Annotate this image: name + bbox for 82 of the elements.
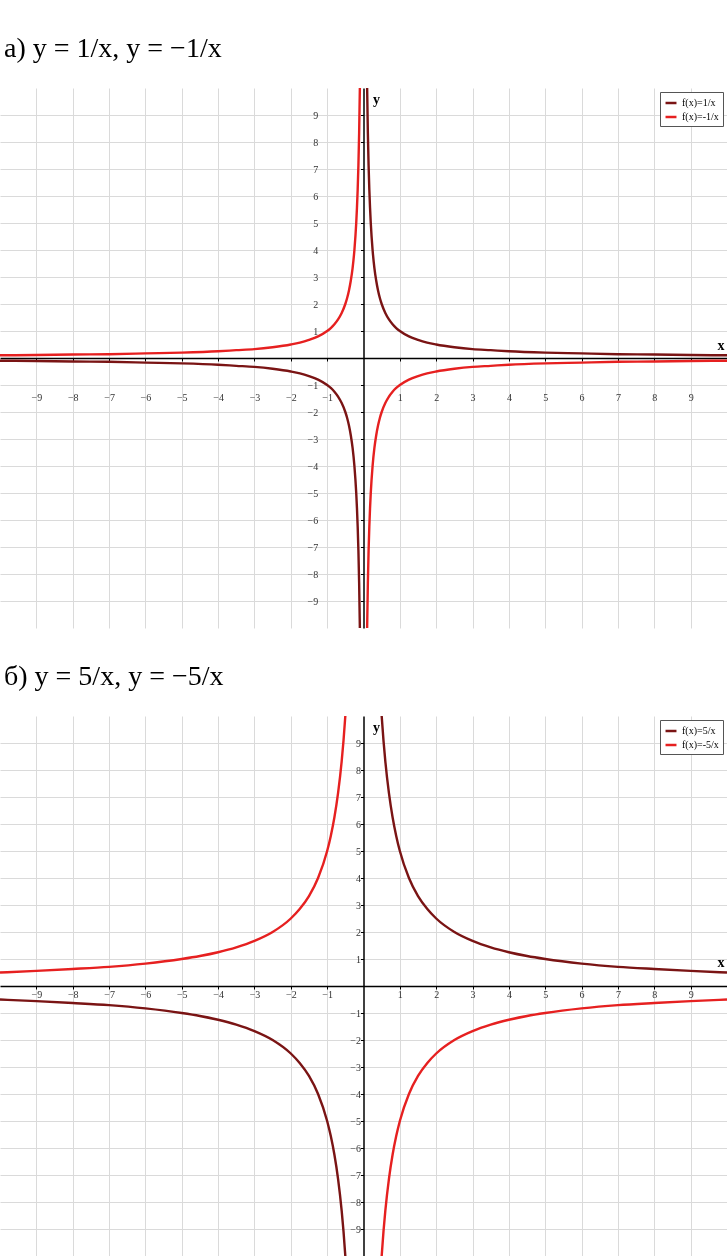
y-tick-label: −6 — [307, 514, 319, 526]
chart-title: б) y = 5/x, y = −5/x — [4, 660, 224, 691]
y-tick-label: −6 — [350, 1142, 361, 1154]
y-tick-label: 9 — [356, 737, 361, 749]
x-tick-label: −2 — [285, 391, 297, 403]
x-tick-label: 6 — [579, 391, 585, 403]
y-tick-label: 5 — [313, 217, 319, 229]
legend-label: f(x)=1/x — [682, 97, 716, 109]
x-tick-label: 8 — [652, 391, 658, 403]
x-tick-label: 4 — [506, 391, 512, 403]
legend-label: f(x)=-5/x — [682, 739, 719, 751]
y-tick-label: −4 — [350, 1088, 361, 1100]
y-tick-label: −2 — [307, 406, 319, 418]
y-tick-label: 7 — [313, 163, 319, 175]
y-tick-label: −5 — [307, 487, 319, 499]
x-axis-title: x — [717, 338, 725, 354]
x-tick-label: −3 — [249, 391, 261, 403]
y-tick-label: −1 — [350, 1007, 361, 1019]
x-tick-label: 9 — [688, 391, 694, 403]
y-tick-label: −8 — [307, 568, 319, 580]
x-tick-label: −1 — [322, 391, 333, 403]
x-tick-label: −8 — [67, 391, 79, 403]
x-tick-label: 1 — [397, 391, 403, 403]
y-tick-label: 1 — [356, 953, 361, 965]
x-tick-label: 9 — [688, 988, 694, 1000]
x-tick-label: 8 — [652, 988, 658, 1000]
x-tick-label: 7 — [615, 391, 621, 403]
x-tick-label: −7 — [104, 391, 115, 403]
x-tick-label: −5 — [176, 391, 188, 403]
x-tick-label: 5 — [543, 988, 549, 1000]
y-tick-label: 3 — [356, 899, 361, 911]
y-tick-label: 8 — [356, 764, 361, 776]
y-tick-label: −2 — [350, 1034, 361, 1046]
y-axis-title: y — [373, 91, 380, 107]
y-tick-label: −9 — [307, 595, 319, 607]
y-tick-label: −8 — [350, 1196, 361, 1208]
x-tick-label: −6 — [140, 988, 152, 1000]
x-tick-label: −4 — [213, 988, 224, 1000]
legend-label: f(x)=-1/x — [682, 111, 719, 123]
y-tick-label: −4 — [307, 460, 319, 472]
y-tick-label: −1 — [307, 379, 319, 391]
x-tick-label: 4 — [506, 988, 512, 1000]
y-tick-label: 6 — [356, 818, 361, 830]
y-tick-label: −3 — [307, 433, 319, 445]
x-tick-label: −8 — [67, 988, 79, 1000]
x-tick-label: −3 — [249, 988, 261, 1000]
x-tick-label: −4 — [213, 391, 224, 403]
y-tick-label: −5 — [350, 1115, 361, 1127]
x-tick-label: −2 — [285, 988, 297, 1000]
y-tick-label: −3 — [350, 1061, 361, 1073]
y-axis-title: y — [373, 719, 380, 735]
y-tick-label: 2 — [356, 926, 361, 938]
x-tick-label: −9 — [31, 988, 43, 1000]
x-tick-label: 3 — [470, 391, 476, 403]
y-tick-label: 1 — [313, 325, 319, 337]
x-tick-label: 1 — [397, 988, 403, 1000]
y-tick-label: 4 — [313, 244, 319, 256]
y-tick-label: 2 — [313, 298, 319, 310]
y-tick-label: 9 — [313, 109, 319, 121]
y-tick-label: 3 — [313, 271, 319, 283]
x-tick-label: 3 — [470, 988, 476, 1000]
y-tick-label: −7 — [307, 541, 319, 553]
chart-title: а) y = 1/x, y = −1/x — [4, 32, 222, 63]
x-tick-label: 2 — [434, 988, 440, 1000]
x-tick-label: −5 — [176, 988, 188, 1000]
legend-label: f(x)=5/x — [682, 725, 716, 737]
y-tick-label: 8 — [313, 136, 319, 148]
x-tick-label: −1 — [322, 988, 333, 1000]
y-tick-label: 7 — [356, 791, 361, 803]
x-tick-label: −6 — [140, 391, 152, 403]
y-tick-label: 5 — [356, 845, 361, 857]
x-tick-label: 5 — [543, 391, 549, 403]
x-tick-label: 2 — [434, 391, 440, 403]
y-tick-label: −9 — [350, 1223, 361, 1235]
x-axis-title: x — [717, 954, 725, 970]
x-tick-label: −7 — [104, 988, 115, 1000]
y-tick-label: −7 — [350, 1169, 361, 1181]
y-tick-label: 4 — [356, 872, 361, 884]
x-tick-label: 6 — [579, 988, 585, 1000]
y-tick-label: 6 — [313, 190, 319, 202]
x-tick-label: 7 — [615, 988, 621, 1000]
x-tick-label: −9 — [31, 391, 43, 403]
